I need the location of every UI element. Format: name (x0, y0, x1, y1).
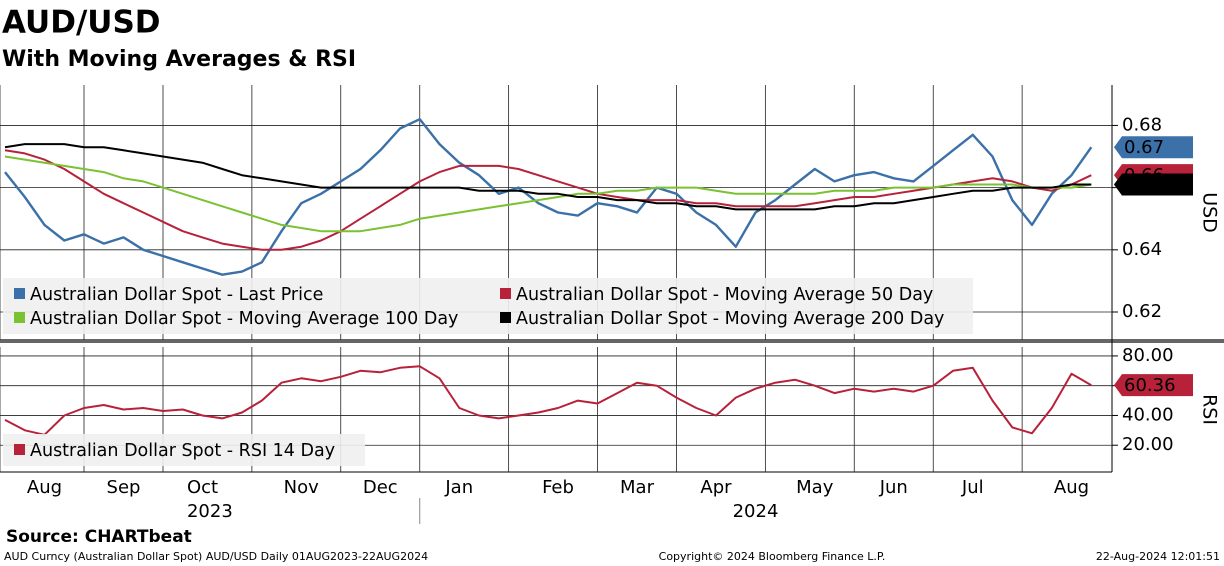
series-line (4, 155, 1092, 233)
legend-label: Australian Dollar Spot - Last Price (30, 285, 323, 305)
x-tick-label: Aug (27, 477, 62, 498)
footer-right: 22-Aug-2024 12:01:51 (1096, 550, 1220, 563)
series-line (4, 149, 1092, 251)
value-tag-label: 60.36 (1124, 375, 1176, 396)
x-tick-label: Dec (363, 477, 398, 498)
x-tick-label: Apr (700, 477, 732, 498)
legend-label: Australian Dollar Spot - Moving Average … (516, 285, 933, 305)
y-tick-label: 40.00 (1122, 404, 1174, 425)
year-label: 2023 (187, 501, 233, 522)
value-tag (1114, 374, 1193, 397)
x-tick-label: Nov (284, 477, 319, 498)
x-tick-label: Feb (542, 477, 574, 498)
legend-label: Australian Dollar Spot - Moving Average … (30, 309, 458, 329)
legend-swatch (14, 312, 25, 323)
y-tick-label: 20.00 (1122, 434, 1174, 455)
x-tick-label: May (796, 477, 834, 498)
legend-swatch (14, 288, 25, 299)
series-line (4, 365, 1092, 436)
footer-left: AUD Curncy (Australian Dollar Spot) AUD/… (4, 550, 428, 563)
legend-label: Australian Dollar Spot - RSI 14 Day (30, 441, 335, 461)
x-tick-label: Jan (444, 477, 473, 498)
source: Source: CHARTbeat (6, 527, 192, 547)
legend-box (3, 278, 973, 334)
legend-box (3, 434, 365, 466)
chart-subtitle: With Moving Averages & RSI (2, 47, 356, 72)
chart-title: AUD/USD (2, 5, 161, 41)
y-axis-label: USD (1199, 192, 1221, 233)
y-axis-label: RSI (1199, 394, 1221, 425)
footer-center: Copyright© 2024 Bloomberg Finance L.P. (659, 550, 886, 563)
series-line (4, 143, 1092, 211)
x-tick-label: Sep (107, 477, 141, 498)
value-tag (1114, 136, 1193, 159)
series-line (4, 118, 1093, 276)
value-tag (1114, 173, 1193, 196)
year-label: 2024 (733, 501, 779, 522)
x-tick-label: Aug (1054, 477, 1089, 498)
y-tick-label: 80.00 (1122, 345, 1174, 366)
x-tick-label: Jun (879, 477, 908, 498)
x-tick-label: Jul (961, 477, 984, 498)
x-tick-label: Mar (620, 477, 655, 498)
y-tick-label: 0.64 (1122, 239, 1162, 260)
panel-separator (0, 339, 1224, 343)
legend-label: Australian Dollar Spot - Moving Average … (516, 309, 944, 329)
legend-swatch (500, 312, 511, 323)
legend-swatch (14, 444, 25, 455)
y-tick-label: 0.62 (1122, 301, 1162, 322)
value-tag-label: 0.67 (1124, 137, 1164, 158)
x-tick-label: Oct (187, 477, 218, 498)
y-tick-label: 0.68 (1122, 114, 1162, 135)
legend-swatch (500, 288, 511, 299)
